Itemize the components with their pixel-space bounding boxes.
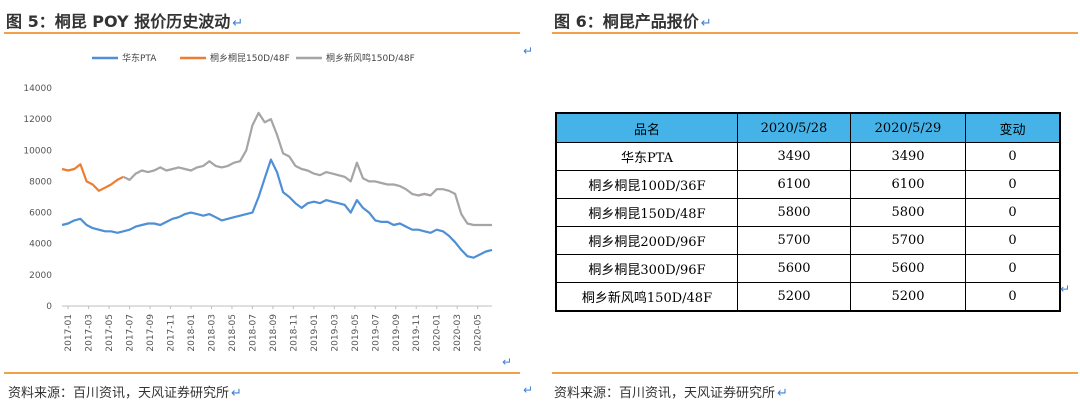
y-tick-label: 8000 xyxy=(29,177,52,187)
price-table: 品名 2020/5/28 2020/5/29 变动 华东PTA 3490 349… xyxy=(555,112,1061,312)
legend-label: 桐乡桐昆150D/48F xyxy=(210,52,290,64)
y-tick-label: 2000 xyxy=(29,271,52,281)
product-cell: 桐乡桐昆300D/96F xyxy=(555,254,738,283)
y-axis: 0 2000 4000 6000 8000 10000 12000 14000 xyxy=(23,84,492,312)
x-tick-label: 2019-03 xyxy=(330,314,340,352)
x-tick-label: 2020-03 xyxy=(453,314,463,352)
x-tick-label: 2017-03 xyxy=(85,314,95,352)
chart-lines xyxy=(61,111,493,259)
x-tick-label: 2017-05 xyxy=(105,314,115,352)
return-mark-icon: ↵ xyxy=(1060,282,1071,296)
table-row: 华东PTA 3490 3490 0 xyxy=(555,142,1061,171)
x-tick-label: 2018-01 xyxy=(187,314,197,352)
figure6-source-text: 资料来源：百川资讯，天风证券研究所 xyxy=(554,386,776,401)
table-row: 桐乡桐昆100D/36F 6100 6100 0 xyxy=(555,170,1061,199)
price-cell: 5200 xyxy=(850,282,966,312)
price-cell: 6100 xyxy=(737,170,851,199)
legend-label: 桐乡新风鸣150D/48F xyxy=(326,52,415,64)
chart-legend: 华东PTA 桐乡桐昆150D/48F 桐乡新风鸣150D/48F xyxy=(92,52,415,64)
price-cell: 6100 xyxy=(850,170,966,199)
x-tick-label: 2018-07 xyxy=(248,314,258,352)
table-row: 桐乡桐昆200D/96F 5700 5700 0 xyxy=(555,226,1061,255)
change-cell: 0 xyxy=(965,226,1061,255)
product-cell: 桐乡新风鸣150D/48F xyxy=(555,282,738,312)
change-cell: 0 xyxy=(965,198,1061,227)
figure5-source-text: 资料来源：百川资讯，天风证券研究所 xyxy=(8,386,230,401)
change-cell: 0 xyxy=(965,282,1061,312)
table-row: 桐乡桐昆300D/96F 5600 5600 0 xyxy=(555,254,1061,283)
price-cell: 5700 xyxy=(737,226,851,255)
x-tick-label: 2017-01 xyxy=(64,314,74,352)
series-line xyxy=(61,163,431,197)
x-tick-label: 2018-05 xyxy=(228,314,238,352)
table-row: 桐乡桐昆150D/48F 5800 5800 0 xyxy=(555,198,1061,227)
price-cell: 5800 xyxy=(737,198,851,227)
change-cell: 0 xyxy=(965,254,1061,283)
price-cell: 5800 xyxy=(850,198,966,227)
x-tick-label: 2018-09 xyxy=(269,314,279,352)
return-mark-icon: ↵ xyxy=(523,383,534,397)
x-tick-label: 2018-03 xyxy=(207,314,217,352)
change-cell: 0 xyxy=(965,142,1061,171)
table-header-row: 品名 2020/5/28 2020/5/29 变动 xyxy=(555,112,1061,143)
series-line xyxy=(122,111,492,227)
x-tick-label: 2019-07 xyxy=(371,314,381,352)
header-product: 品名 xyxy=(555,112,738,143)
product-cell: 华东PTA xyxy=(555,142,738,171)
figure5-source: 资料来源：百川资讯，天风证券研究所 ↵ xyxy=(8,382,242,401)
product-cell: 桐乡桐昆200D/96F xyxy=(555,226,738,255)
price-cell: 5600 xyxy=(737,254,851,283)
price-cell: 3490 xyxy=(737,142,851,171)
x-tick-label: 2019-05 xyxy=(351,314,361,352)
legend-label: 华东PTA xyxy=(122,52,157,64)
poy-price-chart: 华东PTA 桐乡桐昆150D/48F 桐乡新风鸣150D/48F 0 2000 4000… xyxy=(23,52,493,352)
y-tick-label: 0 xyxy=(46,302,52,312)
x-tick-label: 2020-05 xyxy=(474,314,484,352)
source-rule xyxy=(4,372,520,374)
x-axis: 2017-01 2017-03 2017-05 2017-07 2017-09 2017-… xyxy=(64,306,484,352)
x-tick-label: 2019-09 xyxy=(392,314,402,352)
change-cell: 0 xyxy=(965,170,1061,199)
x-tick-label: 2017-09 xyxy=(146,314,156,352)
return-mark-icon: ↵ xyxy=(231,386,242,401)
title-rule xyxy=(4,32,520,34)
price-cell: 5700 xyxy=(850,226,966,255)
return-mark-icon: ↵ xyxy=(523,44,534,58)
figure6-title-text: 图 6：桐昆产品报价 xyxy=(554,12,699,31)
right-panel: 图 6：桐昆产品报价 ↵ ↵ 品名 2020/5/28 2020/5/29 变动 … xyxy=(523,0,1080,406)
source-rule xyxy=(552,372,1078,374)
header-change: 变动 xyxy=(965,112,1061,143)
price-cell: 5600 xyxy=(850,254,966,283)
x-tick-label: 2019-11 xyxy=(412,314,422,352)
y-tick-label: 4000 xyxy=(29,240,52,250)
price-cell: 5200 xyxy=(737,282,851,312)
x-tick-label: 2019-01 xyxy=(310,314,320,352)
y-tick-label: 12000 xyxy=(23,115,52,125)
x-tick-label: 2020-01 xyxy=(433,314,443,352)
product-cell: 桐乡桐昆150D/48F xyxy=(555,198,738,227)
table-row: 桐乡新风鸣150D/48F 5200 5200 0 xyxy=(555,282,1061,312)
figure6-source: 资料来源：百川资讯，天风证券研究所 ↵ xyxy=(554,382,788,401)
figure5-title: 图 5：桐昆 POY 报价历史波动 ↵ xyxy=(6,8,243,32)
series-line xyxy=(61,158,493,259)
x-tick-label: 2017-11 xyxy=(167,314,177,352)
header-date1: 2020/5/28 xyxy=(737,112,851,143)
return-mark-icon: ↵ xyxy=(502,355,513,369)
header-date2: 2020/5/29 xyxy=(850,112,966,143)
x-tick-label: 2017-07 xyxy=(126,314,136,352)
return-mark-icon: ↵ xyxy=(700,16,712,31)
y-tick-label: 14000 xyxy=(23,84,52,94)
figure5-title-text: 图 5：桐昆 POY 报价历史波动 xyxy=(6,12,231,31)
y-tick-label: 6000 xyxy=(29,209,52,219)
product-cell: 桐乡桐昆100D/36F xyxy=(555,170,738,199)
y-tick-label: 10000 xyxy=(23,146,52,156)
price-cell: 3490 xyxy=(850,142,966,171)
figure6-title: 图 6：桐昆产品报价 ↵ xyxy=(554,8,712,32)
left-panel: 图 5：桐昆 POY 报价历史波动 ↵ 华东PTA 桐乡桐昆150D/48F 桐乡新风… xyxy=(0,0,520,406)
return-mark-icon: ↵ xyxy=(232,16,244,31)
return-mark-icon: ↵ xyxy=(777,386,788,401)
title-rule xyxy=(552,32,1078,34)
x-tick-label: 2018-11 xyxy=(289,314,299,352)
